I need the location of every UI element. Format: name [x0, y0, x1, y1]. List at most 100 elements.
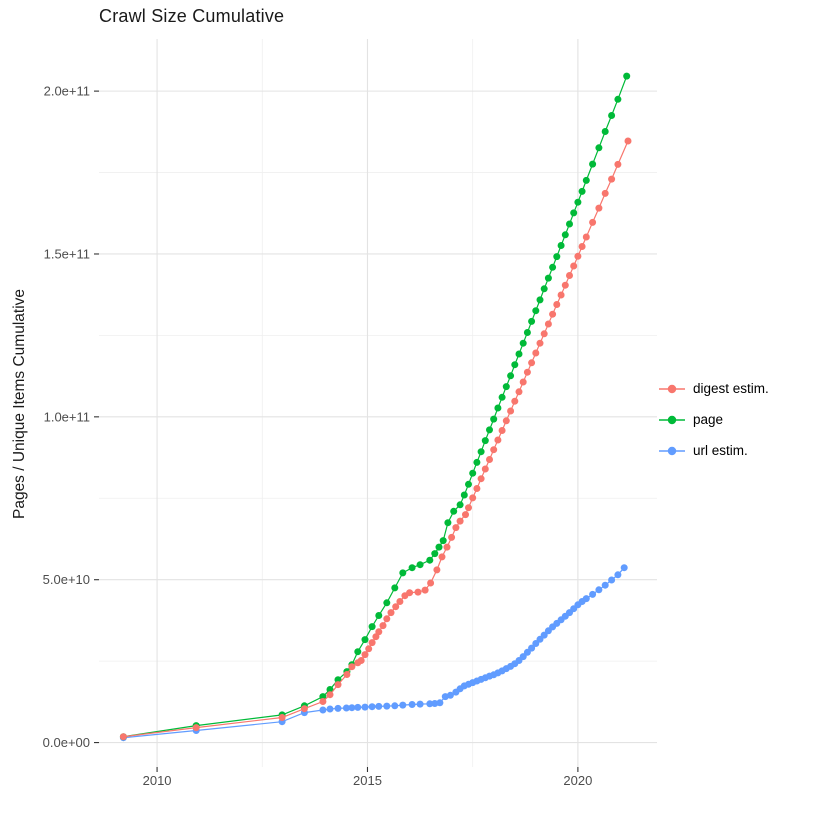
data-point [383, 615, 391, 623]
data-point [490, 446, 498, 454]
data-point [519, 653, 527, 661]
x-tick-label: 2015 [353, 773, 382, 788]
data-point [574, 252, 582, 260]
data-point [326, 705, 334, 713]
data-point [354, 648, 362, 656]
data-point [578, 243, 586, 250]
data-point [486, 426, 493, 434]
data-point [620, 564, 628, 572]
data-point [448, 533, 456, 541]
data-point [502, 417, 510, 425]
data-point [456, 517, 464, 525]
data-point [481, 437, 489, 445]
data-point [456, 501, 464, 509]
data-point [319, 706, 327, 714]
data-point [348, 663, 356, 671]
series-line [123, 140, 629, 738]
data-point [601, 581, 609, 589]
data-point [446, 691, 454, 699]
data-point [406, 589, 414, 597]
axis-tick-marks [94, 90, 579, 772]
data-point [561, 231, 569, 239]
y-tick-label: 5.0e+10 [43, 572, 90, 587]
data-point [566, 220, 573, 228]
data-point [435, 543, 443, 551]
legend-item-url-estim: url estim. [659, 440, 769, 461]
data-point [515, 350, 523, 358]
legend-item-digest-estim: digest estim. [659, 378, 769, 399]
data-point [375, 628, 383, 636]
y-tick-label: 1.5e+11 [44, 246, 90, 261]
data-point [414, 588, 422, 596]
data-point [614, 160, 622, 168]
data-point [375, 702, 383, 710]
y-tick-label: 2.0e+11 [44, 84, 90, 99]
data-point [426, 556, 434, 564]
data-point [368, 703, 376, 711]
data-point [523, 329, 531, 336]
data-point [443, 543, 451, 551]
data-point [431, 700, 439, 707]
series-url-estim- [119, 564, 628, 742]
data-point [473, 485, 481, 492]
data-point [399, 701, 407, 709]
legend-key-point-icon [659, 415, 685, 424]
data-point [334, 681, 342, 689]
data-point [387, 609, 395, 617]
data-point [477, 475, 485, 483]
data-point [595, 586, 603, 594]
data-point [557, 291, 565, 299]
major-gridlines [99, 39, 657, 767]
series-digest-estim- [119, 137, 632, 741]
data-point [452, 524, 460, 532]
data-point [319, 693, 327, 701]
data-point [426, 700, 434, 708]
data-point [319, 698, 327, 705]
data-point [438, 553, 446, 561]
data-point [582, 176, 590, 184]
data-point [614, 571, 622, 579]
data-point [361, 703, 369, 711]
data-point [528, 644, 536, 652]
data-point [549, 310, 557, 318]
data-point [544, 274, 552, 282]
data-point [300, 705, 308, 713]
data-point [460, 491, 468, 499]
data-point [536, 296, 544, 304]
data-point [326, 686, 334, 693]
data-point [486, 456, 493, 463]
data-point [608, 576, 616, 584]
data-point [357, 657, 365, 664]
data-point [498, 393, 506, 401]
data-point [601, 189, 609, 197]
data-point [515, 388, 523, 396]
data-point [433, 566, 441, 574]
data-point [595, 144, 603, 152]
data-point [498, 427, 506, 434]
data-point [490, 415, 498, 423]
data-point [473, 458, 481, 466]
x-tick-label: 2010 [143, 773, 172, 788]
data-point [623, 72, 631, 80]
data-point [368, 639, 376, 647]
data-point [481, 465, 489, 473]
data-point [421, 586, 429, 594]
series-line [123, 567, 625, 739]
data-point [578, 187, 586, 195]
data-point [589, 218, 597, 226]
legend-label-page: page [693, 412, 724, 427]
legend-key-point-icon [659, 384, 685, 393]
data-point [561, 281, 569, 289]
data-point [469, 494, 477, 502]
data-point [383, 702, 391, 710]
data-point [334, 676, 342, 684]
data-point [566, 272, 573, 279]
data-point [383, 599, 391, 607]
data-point [528, 359, 536, 367]
data-point [396, 598, 404, 605]
data-point [361, 636, 369, 644]
data-point [450, 507, 458, 515]
data-point [343, 671, 351, 678]
